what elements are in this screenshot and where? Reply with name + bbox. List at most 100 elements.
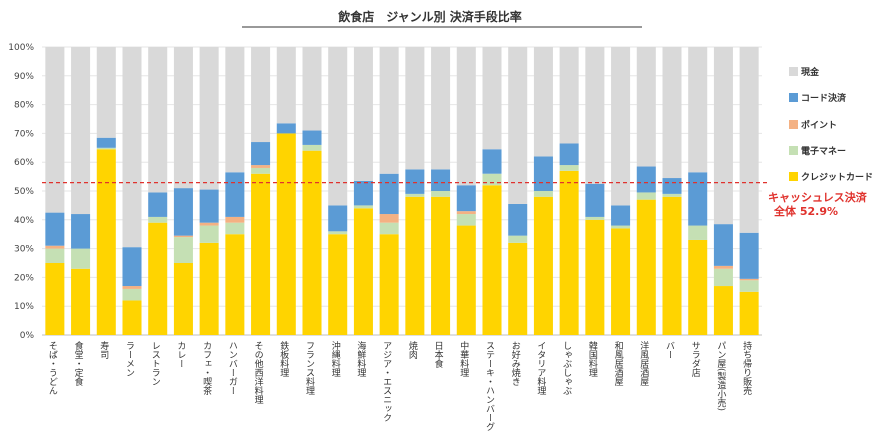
y-tick-label: 50%	[14, 187, 34, 197]
bar-segment	[276, 47, 296, 124]
bar-segment	[173, 235, 193, 238]
bar-stack	[482, 47, 502, 335]
bar-segment	[431, 169, 451, 191]
legend-item: 電子マネー	[789, 146, 846, 157]
bar-segment	[302, 130, 322, 145]
bar-segment	[328, 231, 348, 235]
category-label: そば・うどん	[47, 341, 58, 395]
bar-segment	[302, 150, 322, 335]
bar-segment	[148, 216, 168, 223]
bar-stack	[96, 47, 116, 335]
bar-stack	[173, 47, 193, 335]
bar-segment	[739, 232, 759, 279]
bar-segment	[251, 165, 271, 168]
bar-stack	[148, 47, 168, 335]
bar-segment	[405, 193, 425, 197]
bar-stack	[559, 47, 579, 335]
bar-segment	[559, 47, 579, 144]
bar-segment	[328, 234, 348, 335]
bar-segment	[96, 137, 116, 148]
bar-stack	[71, 47, 91, 335]
y-tick-label: 80%	[14, 101, 34, 111]
bar-segment	[559, 165, 579, 171]
bar-segment	[122, 286, 142, 289]
bar-stack	[636, 47, 656, 335]
legend-label: 電子マネー	[801, 146, 846, 157]
y-tick-label: 20%	[14, 273, 34, 283]
category-label: カレー	[175, 341, 185, 368]
bar-stack	[199, 47, 219, 335]
category-label: 食堂・定食	[73, 340, 84, 387]
bar-segment	[353, 208, 373, 335]
bar-segment	[739, 291, 759, 335]
bar-segment	[533, 191, 553, 197]
bar-stack	[611, 47, 631, 335]
bar-segment	[585, 183, 605, 217]
bar-stack	[431, 47, 451, 335]
bar-segment	[379, 173, 399, 215]
bar-segment	[302, 47, 322, 131]
bar-segment	[148, 222, 168, 335]
category-label: 焼肉	[407, 341, 418, 359]
bar-segment	[482, 173, 502, 186]
bar-segment	[508, 47, 528, 204]
bar-segment	[636, 192, 656, 200]
bar-segment	[251, 167, 271, 174]
bar-stack	[353, 47, 373, 335]
bar-segment	[713, 47, 733, 225]
bar-segment	[122, 247, 142, 287]
category-label: サラダ店	[690, 341, 701, 378]
bar-segment	[251, 47, 271, 143]
category-label: イタリア料理	[535, 341, 546, 395]
legend-swatch	[789, 67, 798, 76]
bar-stack	[379, 47, 399, 335]
bar-segment	[71, 248, 91, 269]
bar-segment	[96, 149, 116, 335]
bar-segment	[508, 203, 528, 236]
bar-segment	[688, 239, 708, 335]
bar-segment	[431, 196, 451, 335]
legend-item: ポイント	[789, 119, 837, 131]
bar-stack	[456, 47, 476, 335]
bar-segment	[302, 144, 322, 151]
legend-label: ポイント	[801, 119, 837, 131]
bar-segment	[739, 280, 759, 292]
bar-segment	[456, 47, 476, 186]
bar-segment	[353, 180, 373, 206]
bar-segment	[482, 185, 502, 335]
category-label: 鉄板料理	[278, 340, 289, 377]
category-label: 中華料理	[458, 340, 469, 377]
bar-stack	[585, 47, 605, 335]
category-label: しゃぶしゃぶ	[561, 341, 572, 395]
bar-segment	[122, 300, 142, 335]
bar-segment	[713, 286, 733, 335]
category-label: 寿司	[98, 340, 109, 359]
bar-segment	[456, 225, 476, 335]
bar-segment	[636, 166, 656, 193]
category-label: アジア・エスニック	[381, 341, 392, 422]
category-label: パン屋(製造小売)	[715, 341, 726, 411]
bar-segment	[533, 156, 553, 191]
bar-segment	[611, 205, 631, 226]
bar-stack	[739, 47, 759, 335]
bar-segment	[199, 47, 219, 190]
category-label: ステーキ・ハンバーグ	[484, 341, 495, 431]
bar-segment	[405, 169, 425, 194]
bar-segment	[225, 216, 245, 223]
bar-stack	[713, 47, 733, 335]
legend-item: 現金	[789, 66, 820, 78]
bar-segment	[636, 199, 656, 335]
bar-segment	[173, 188, 193, 236]
bar-segment	[173, 237, 193, 263]
category-label: ラーメン	[124, 341, 134, 377]
category-label: その他西洋料理	[253, 341, 264, 404]
bar-segment	[585, 47, 605, 184]
bar-segment	[45, 248, 65, 263]
y-tick-label: 0%	[20, 331, 35, 341]
bar-stack	[251, 47, 271, 335]
bar-segment	[353, 205, 373, 209]
category-label: 沖縄料理	[330, 340, 341, 377]
legend-label: クレジットカード	[801, 172, 873, 183]
legend-swatch	[789, 146, 798, 155]
reference-label-line2: 全体 52.9%	[773, 204, 838, 218]
